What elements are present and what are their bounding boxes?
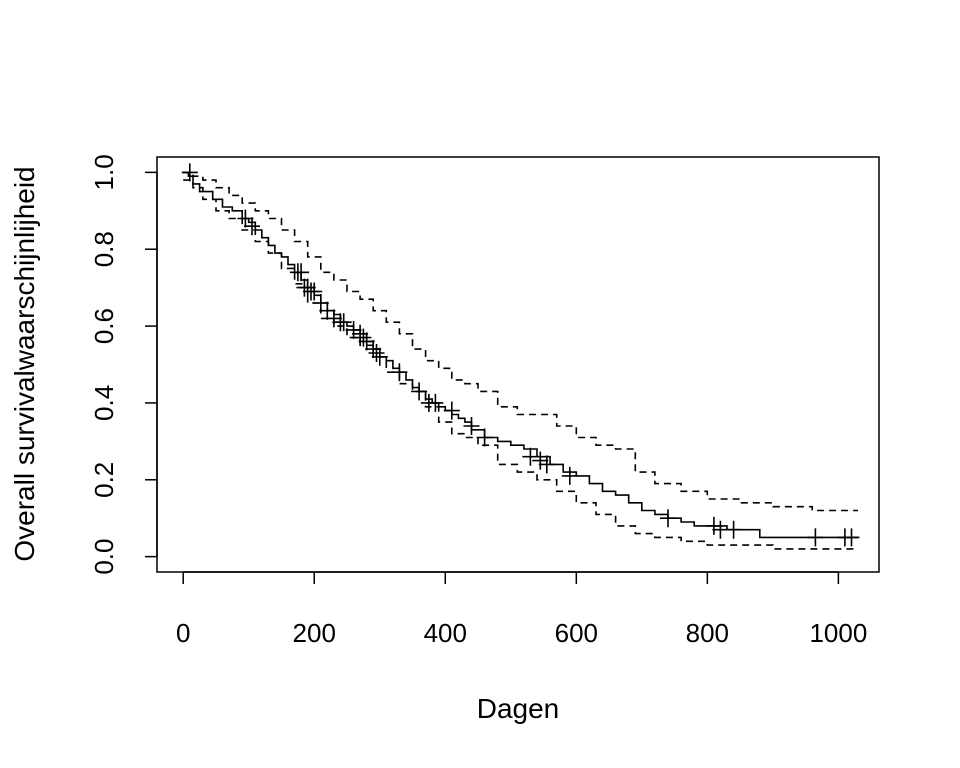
censor-mark [365,340,382,359]
y-axis-label: Overall survivalwaarschijnlijheid [9,166,40,561]
censor-mark [345,320,362,339]
censor-mark [293,263,310,282]
censor-mark [335,313,352,332]
censor-mark [705,516,722,535]
y-tick-label: 0.2 [89,462,119,498]
censor-mark [391,363,408,382]
censor-mark [443,401,460,420]
y-tick-label: 0.4 [89,385,119,421]
x-tick-label: 1000 [809,618,867,648]
x-axis: 0 200 400 600 800 1000 [176,571,867,648]
censor-mark [532,451,549,470]
censor-mark [355,328,372,347]
y-tick-label: 0.6 [89,308,119,344]
censor-mark [368,344,385,362]
censor-mark [319,301,336,320]
x-tick-label: 800 [686,618,729,648]
curves-layer [183,171,858,550]
censor-mark [463,417,480,435]
censor-mark [352,324,369,343]
censor-mark [181,163,198,182]
upper-ci-curve [183,171,858,512]
censor-mark [244,217,260,236]
lower-ci-curve [183,179,858,550]
y-axis: 0.0 0.2 0.4 0.6 0.8 1.0 [89,154,158,575]
censor-mark [561,466,578,485]
censor-mark [358,332,375,351]
censor-mark [476,428,493,447]
censor-mark [306,282,323,301]
censor-mark [725,520,742,539]
censor-mark [237,209,254,228]
x-tick-label: 0 [176,618,190,648]
censor-mark [312,294,329,312]
censor-mark [325,309,342,328]
censor-marks-layer [181,163,860,547]
estimate-curve [183,171,858,539]
censor-mark [299,278,316,297]
x-tick-label: 200 [293,618,336,648]
x-tick-label: 400 [424,618,467,648]
censor-mark [371,347,388,366]
plot-frame [156,156,880,573]
x-tick-label: 600 [555,618,598,648]
censor-mark [538,455,555,474]
censor-mark [427,393,444,412]
censor-mark [807,528,824,547]
censor-mark [843,528,860,547]
censor-mark [660,509,676,528]
censor-mark [522,447,539,466]
x-axis-label: Dagen [477,693,560,724]
y-tick-label: 1.0 [89,154,119,190]
y-tick-label: 0.0 [89,539,119,575]
y-tick-label: 0.8 [89,231,119,267]
censor-mark [411,382,428,401]
